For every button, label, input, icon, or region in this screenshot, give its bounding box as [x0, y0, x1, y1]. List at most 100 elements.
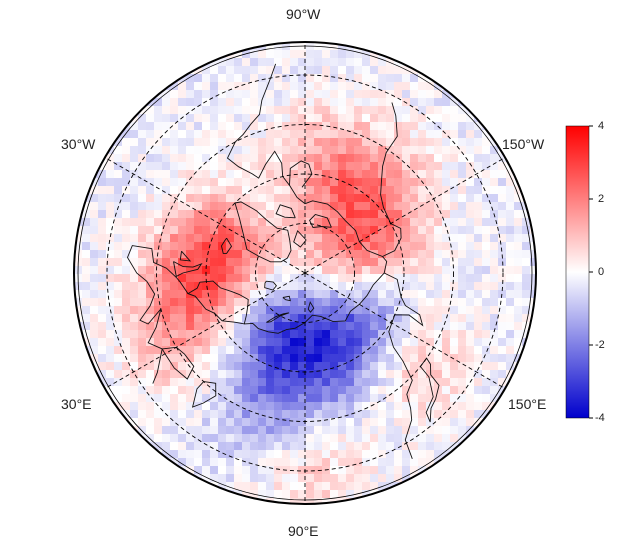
- field-cell: [170, 218, 179, 227]
- field-cell: [410, 282, 419, 291]
- field-cell: [178, 162, 187, 171]
- field-cell: [410, 258, 419, 267]
- field-cell: [162, 242, 171, 251]
- field-cell: [202, 210, 211, 219]
- field-cell: [466, 98, 475, 107]
- field-cell: [282, 402, 291, 411]
- field-cell: [186, 458, 195, 467]
- field-cell: [194, 458, 203, 467]
- field-cell: [346, 266, 355, 275]
- field-cell: [362, 370, 371, 379]
- field-cell: [282, 218, 291, 227]
- field-cell: [290, 58, 299, 67]
- field-cell: [506, 274, 515, 283]
- field-cell: [338, 98, 347, 107]
- field-cell: [474, 162, 483, 171]
- field-cell: [98, 186, 107, 195]
- field-cell: [322, 202, 331, 211]
- field-cell: [266, 162, 275, 171]
- field-cell: [410, 410, 419, 419]
- field-cell: [282, 210, 291, 219]
- field-cell: [346, 402, 355, 411]
- field-cell: [122, 378, 131, 387]
- field-cell: [402, 170, 411, 179]
- field-cell: [114, 266, 123, 275]
- field-cell: [274, 402, 283, 411]
- field-cell: [346, 354, 355, 363]
- field-cell: [314, 106, 323, 115]
- field-cell: [522, 298, 531, 307]
- field-cell: [130, 282, 139, 291]
- field-cell: [450, 186, 459, 195]
- field-cell: [138, 394, 147, 403]
- field-cell: [298, 298, 307, 307]
- field-cell: [370, 298, 379, 307]
- field-cell: [146, 306, 155, 315]
- field-cell: [418, 370, 427, 379]
- field-cell: [442, 274, 451, 283]
- field-cell: [490, 322, 499, 331]
- field-cell: [354, 458, 363, 467]
- field-cell: [322, 170, 331, 179]
- field-cell: [170, 210, 179, 219]
- field-cell: [426, 162, 435, 171]
- field-cell: [314, 386, 323, 395]
- field-cell: [274, 122, 283, 131]
- field-cell: [482, 242, 491, 251]
- field-cell: [514, 354, 523, 363]
- field-cell: [330, 482, 339, 491]
- field-cell: [114, 378, 123, 387]
- field-cell: [122, 402, 131, 411]
- field-cell: [162, 146, 171, 155]
- field-cell: [202, 250, 211, 259]
- field-cell: [442, 338, 451, 347]
- field-cell: [386, 90, 395, 99]
- field-cell: [74, 290, 83, 299]
- field-cell: [242, 466, 251, 475]
- field-cell: [410, 434, 419, 443]
- field-cell: [330, 106, 339, 115]
- field-cell: [154, 242, 163, 251]
- field-cell: [202, 394, 211, 403]
- field-cell: [418, 322, 427, 331]
- field-cell: [354, 226, 363, 235]
- field-cell: [338, 122, 347, 131]
- field-cell: [298, 146, 307, 155]
- field-cell: [370, 146, 379, 155]
- field-cell: [186, 98, 195, 107]
- field-cell: [402, 266, 411, 275]
- field-cell: [434, 354, 443, 363]
- field-cell: [394, 138, 403, 147]
- field-cell: [202, 458, 211, 467]
- field-cell: [274, 98, 283, 107]
- field-cell: [250, 90, 259, 99]
- field-cell: [346, 250, 355, 259]
- field-cell: [154, 178, 163, 187]
- field-cell: [330, 82, 339, 91]
- field-cell: [250, 330, 259, 339]
- field-cell: [170, 410, 179, 419]
- field-cell: [330, 274, 339, 283]
- field-cell: [410, 386, 419, 395]
- field-cell: [354, 98, 363, 107]
- field-cell: [346, 90, 355, 99]
- field-cell: [298, 114, 307, 123]
- field-cell: [210, 194, 219, 203]
- field-cell: [194, 306, 203, 315]
- field-cell: [410, 426, 419, 435]
- field-cell: [194, 202, 203, 211]
- field-cell: [346, 338, 355, 347]
- field-cell: [130, 274, 139, 283]
- field-cell: [474, 394, 483, 403]
- field-cell: [130, 370, 139, 379]
- field-cell: [290, 130, 299, 139]
- field-cell: [434, 266, 443, 275]
- field-cell: [506, 322, 515, 331]
- field-cell: [218, 330, 227, 339]
- field-cell: [434, 426, 443, 435]
- field-cell: [282, 298, 291, 307]
- field-cell: [202, 290, 211, 299]
- field-cell: [306, 162, 315, 171]
- field-cell: [426, 226, 435, 235]
- field-cell: [330, 250, 339, 259]
